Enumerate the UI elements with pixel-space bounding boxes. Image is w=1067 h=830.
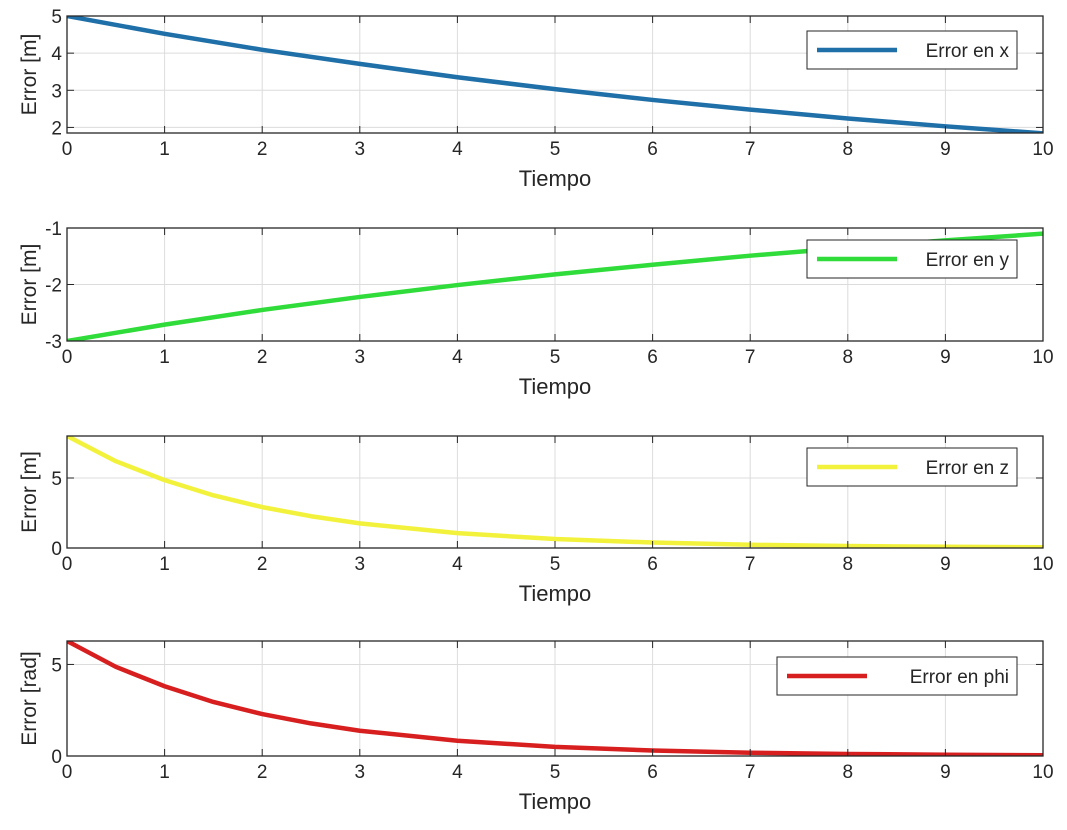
- y-tick-label: 5: [51, 469, 62, 490]
- x-tick-label: 3: [355, 139, 366, 160]
- x-axis-label: Tiempo: [519, 166, 592, 191]
- x-tick-label: 7: [745, 762, 756, 783]
- x-tick-label: 8: [843, 347, 854, 368]
- legend: Error en y: [806, 239, 1018, 279]
- y-tick-label: 5: [51, 655, 62, 676]
- y-axis-label: Error [m]: [18, 451, 41, 533]
- x-tick-label: 6: [647, 762, 658, 783]
- y-tick-label: 3: [51, 81, 62, 102]
- x-tick-label: 6: [647, 347, 658, 368]
- x-tick-label: 10: [1032, 347, 1053, 368]
- x-tick-label: 8: [843, 762, 854, 783]
- x-tick-label: 7: [745, 554, 756, 575]
- legend: Error en z: [806, 447, 1018, 487]
- legend-label: Error en phi: [910, 667, 1009, 688]
- y-axis-label: Error [m]: [18, 34, 41, 116]
- x-tick-label: 2: [257, 554, 268, 575]
- x-axis-label: Tiempo: [519, 789, 592, 814]
- series-line-1-1: [67, 16, 1043, 133]
- x-tick-label: 7: [745, 347, 756, 368]
- x-tick-label: 5: [550, 762, 561, 783]
- y-axis-label: Error [rad]: [18, 651, 41, 746]
- x-tick-label: 9: [940, 139, 951, 160]
- y-tick-label: -3: [45, 332, 62, 353]
- y-tick-label: 5: [51, 7, 62, 28]
- x-tick-label: 1: [159, 762, 170, 783]
- y-tick-label: 0: [51, 747, 62, 768]
- x-tick-label: 0: [62, 139, 73, 160]
- legend-label: Error en x: [926, 41, 1010, 62]
- y-tick-label: -2: [45, 276, 62, 297]
- chart-panel-2: 0 1 2 3 4 5 6 7 8 9 10 -3 -2 -1 Tiempo Error [m] Error e…: [18, 219, 1054, 399]
- x-tick-label: 4: [452, 347, 463, 368]
- y-tick-label: 2: [51, 118, 62, 139]
- x-tick-label: 0: [62, 554, 73, 575]
- x-tick-label: 1: [159, 347, 170, 368]
- x-tick-label: 10: [1032, 554, 1053, 575]
- x-tick-label: 9: [940, 762, 951, 783]
- x-tick-label: 1: [159, 139, 170, 160]
- legend-label: Error en y: [926, 250, 1010, 271]
- x-tick-label: 8: [843, 139, 854, 160]
- series-line-3-1: [67, 436, 1043, 548]
- y-tick-label: 4: [51, 44, 62, 65]
- chart-panel-4: 0 1 2 3 4 5 6 7 8 9 10 0 5 Tiempo Error [rad] Error en …: [18, 640, 1054, 814]
- x-tick-label: 5: [550, 554, 561, 575]
- legend: Error en phi: [776, 656, 1018, 696]
- x-tick-label: 4: [452, 762, 463, 783]
- x-tick-label: 1: [159, 554, 170, 575]
- x-tick-label: 0: [62, 762, 73, 783]
- y-tick-label: -1: [45, 219, 62, 240]
- x-tick-label: 10: [1032, 762, 1053, 783]
- chart-panel-3: 0 1 2 3 4 5 6 7 8 9 10 0 5 Tiempo Error [m] Error en z: [18, 435, 1054, 606]
- x-tick-label: 5: [550, 139, 561, 160]
- x-tick-label: 0: [62, 347, 73, 368]
- x-axis-label: Tiempo: [519, 581, 592, 606]
- x-tick-label: 9: [940, 554, 951, 575]
- x-axis-label: Tiempo: [519, 374, 592, 399]
- legend-label: Error en z: [926, 458, 1009, 479]
- x-tick-label: 6: [647, 139, 658, 160]
- x-tick-label: 2: [257, 139, 268, 160]
- x-tick-label: 2: [257, 762, 268, 783]
- x-tick-label: 3: [355, 762, 366, 783]
- x-tick-label: 3: [355, 554, 366, 575]
- x-tick-label: 7: [745, 139, 756, 160]
- x-tick-label: 10: [1032, 139, 1053, 160]
- x-tick-label: 2: [257, 347, 268, 368]
- chart-panel-1: 0 1 2 3 4 5 6 7 8 9 10 2 3 4 5 Tiempo Error [m] Error en …: [18, 7, 1054, 191]
- x-tick-label: 5: [550, 347, 561, 368]
- y-axis-label: Error [m]: [18, 244, 41, 326]
- x-tick-label: 8: [843, 554, 854, 575]
- x-tick-label: 4: [452, 554, 463, 575]
- legend: Error en x: [806, 30, 1018, 70]
- x-tick-label: 9: [940, 347, 951, 368]
- x-tick-label: 4: [452, 139, 463, 160]
- y-tick-label: 0: [51, 539, 62, 560]
- x-tick-label: 3: [355, 347, 366, 368]
- series-line-4-1: [67, 641, 1043, 756]
- x-tick-label: 6: [647, 554, 658, 575]
